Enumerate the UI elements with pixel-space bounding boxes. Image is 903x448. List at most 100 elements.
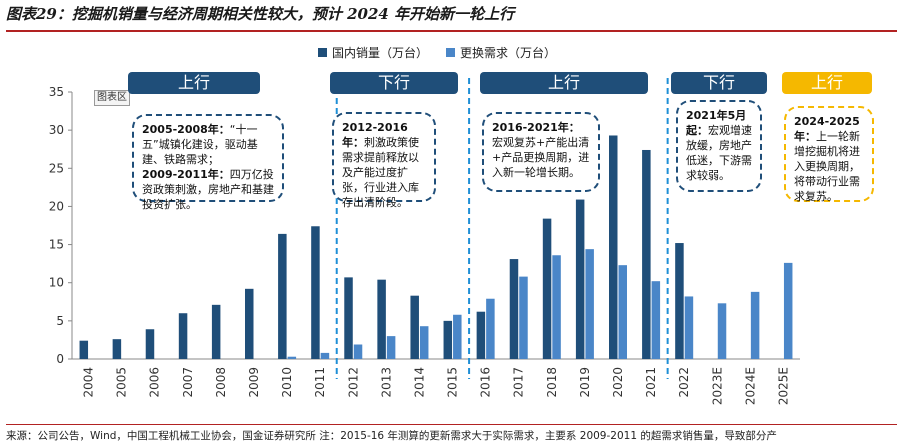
bar-replacement-2019 — [585, 249, 594, 359]
annotation-2012-2016-bold: 2012-2016年： — [342, 121, 408, 149]
bar-domestic-2020 — [609, 135, 618, 359]
figure-title: 图表29：挖掘机销量与经济周期相关性较大，预计 2024 年开始新一轮上行 — [6, 5, 515, 23]
annotation-2005-2011: 2005-2008年：“十一五”城镇化建设，驱动基建、铁路需求； 2009-20… — [132, 114, 284, 211]
legend-swatch-replacement — [446, 48, 456, 57]
bar-domestic-2007 — [178, 313, 188, 359]
x-tick-label-2014: 2014 — [412, 367, 426, 398]
bar-domestic-2006 — [145, 329, 155, 359]
legend-swatch-domestic — [318, 48, 327, 57]
y-tick-label: 20 — [49, 199, 64, 213]
bar-domestic-2019 — [575, 199, 585, 359]
annotation-2016-2021-bold: 2016-2021年： — [492, 121, 580, 134]
bar-chart: 0 5 10 15 20 25 30 35 2004 2005 2006 2007 2008 2009 20… — [49, 78, 800, 405]
bar-domestic-2015 — [443, 320, 453, 359]
y-tick-label: 0 — [56, 352, 64, 366]
x-tick-label-2015: 2015 — [446, 367, 460, 398]
phase-tag-down-1: 下行 — [330, 72, 458, 94]
x-tick-label-2012: 2012 — [346, 367, 360, 398]
bar-replacement-2023E — [717, 303, 727, 359]
annotation-2005-2011-bold-2: 2009-2011年： — [142, 168, 230, 181]
phase-tag-up-2: 上行 — [480, 72, 648, 94]
bar-replacement-2011 — [320, 352, 330, 359]
annotation-2021: 2021年5月起：宏观增速放缓，房地产低迷，下游需求较弱。 — [676, 100, 762, 192]
bar-replacement-2015 — [453, 314, 462, 359]
phase-tag-down-2: 下行 — [671, 72, 767, 94]
legend-label-domestic: 国内销量（万台） — [332, 46, 429, 60]
x-tick-label-2018: 2018 — [545, 367, 559, 398]
bar-replacement-2025E — [783, 262, 793, 359]
bar-domestic-2009 — [245, 288, 254, 359]
x-tick-label-2006: 2006 — [148, 367, 162, 398]
x-tick-label-2010: 2010 — [280, 367, 294, 398]
x-tick-label-2004: 2004 — [82, 367, 96, 398]
bar-domestic-2016 — [476, 311, 486, 359]
bar-domestic-2017 — [509, 259, 519, 359]
annotation-2016-2021: 2016-2021年： 宏观复苏+产能出清+产品更换周期，进入新一轮增长期。 — [482, 112, 600, 192]
phase-tag-up-3: 上行 — [782, 72, 872, 94]
bar-replacement-2017 — [519, 276, 528, 359]
x-tick-label-2017: 2017 — [512, 367, 526, 398]
annotation-2005-2011-text-1: “十一五”城镇化建设，驱动基建、铁路需求； — [142, 123, 258, 166]
x-tick-label-2007: 2007 — [181, 367, 195, 398]
annotation-2024-2025-bold: 2024-2025年： — [794, 115, 860, 143]
bar-replacement-2014 — [419, 326, 429, 359]
annotation-2021-text: 宏观增速放缓，房地产低迷，下游需求较弱。 — [686, 124, 752, 182]
chart-legend: 国内销量（万台） 更换需求（万台） — [318, 44, 556, 61]
bar-replacement-2018 — [552, 255, 561, 359]
bar-domestic-2005 — [112, 339, 122, 359]
annotation-2012-2016-text: 刺激政策使需求提前释放以及产能过度扩张，行业进入库存出清阶段。 — [342, 136, 419, 209]
footer-divider — [6, 424, 897, 425]
x-tick-label-2008: 2008 — [214, 367, 228, 398]
y-tick-label: 10 — [49, 276, 64, 290]
phase-tag-up-1: 上行 — [128, 72, 260, 94]
annotation-2021-bold: 2021年5月起： — [686, 109, 747, 137]
bar-replacement-2021 — [651, 281, 661, 359]
x-tick-label-2023E: 2023E — [710, 367, 724, 405]
y-tick-label: 15 — [49, 238, 64, 252]
annotation-2016-2021-text: 宏观复苏+产能出清+产品更换周期，进入新一轮增长期。 — [492, 136, 590, 179]
x-tick-label-2022: 2022 — [677, 367, 691, 398]
bar-domestic-2004 — [79, 340, 89, 359]
bar-domestic-2018 — [542, 218, 552, 359]
title-divider — [6, 30, 897, 32]
x-tick-label-2019: 2019 — [578, 367, 592, 398]
bar-replacement-2022 — [684, 296, 694, 359]
x-tick-label-2009: 2009 — [247, 367, 261, 398]
x-tick-label-2024E: 2024E — [743, 367, 757, 405]
bar-replacement-2020 — [618, 265, 627, 359]
legend-label-replacement: 更换需求（万台） — [460, 46, 557, 60]
bar-domestic-2008 — [211, 304, 221, 359]
bar-replacement-2012 — [353, 344, 363, 359]
x-tick-label-2013: 2013 — [379, 367, 393, 398]
y-tick-label: 5 — [56, 314, 64, 328]
bar-replacement-2010 — [287, 356, 297, 359]
bar-domestic-2021 — [642, 149, 651, 359]
x-tick-label-2020: 2020 — [611, 367, 625, 398]
x-tick-label-2016: 2016 — [479, 367, 493, 398]
annotation-2024-2025: 2024-2025年：上一轮新增挖掘机将进入更换周期，将带动行业需求复苏。 — [784, 106, 874, 203]
y-tick-label: 30 — [49, 123, 64, 137]
annotation-2005-2011-bold-1: 2005-2008年： — [142, 123, 230, 136]
chart-area-label: 图表区 — [94, 90, 130, 106]
bar-replacement-2016 — [486, 298, 495, 359]
legend-item-replacement: 更换需求（万台） — [446, 44, 556, 61]
source-note: 来源：公司公告，Wind，中国工程机械工业协会，国金证券研究所 注：2015-1… — [6, 430, 777, 442]
annotation-2024-2025-text: 上一轮新增挖掘机将进入更换周期，将带动行业需求复苏。 — [794, 130, 860, 203]
x-tick-label-2011: 2011 — [313, 367, 327, 398]
legend-item-domestic: 国内销量（万台） — [318, 44, 428, 61]
annotation-2005-2011-text-2: 四万亿投资政策刺激，房地产和基建投资扩张。 — [142, 168, 274, 211]
bar-replacement-2024E — [750, 291, 760, 359]
bar-domestic-2012 — [344, 277, 353, 359]
bar-domestic-2013 — [377, 279, 386, 359]
y-tick-label: 25 — [49, 161, 64, 175]
bar-domestic-2010 — [278, 233, 287, 359]
x-tick-label-2005: 2005 — [115, 367, 129, 398]
bar-domestic-2022 — [675, 243, 684, 359]
bar-replacement-2013 — [386, 336, 396, 359]
annotation-2012-2016: 2012-2016年：刺激政策使需求提前释放以及产能过度扩张，行业进入库存出清阶… — [332, 112, 436, 209]
x-tick-label-2021: 2021 — [644, 367, 658, 398]
x-tick-label-2025E: 2025E — [776, 367, 790, 405]
bar-domestic-2011 — [311, 226, 320, 359]
y-tick-label: 35 — [49, 85, 64, 99]
bar-domestic-2014 — [410, 295, 419, 359]
